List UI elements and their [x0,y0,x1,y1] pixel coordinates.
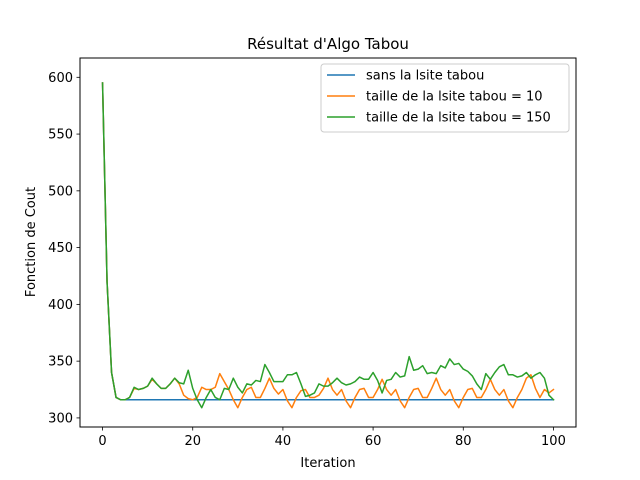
y-tick-label: 550 [48,128,73,143]
y-axis-label: Fonction de Cout [24,187,39,297]
x-tick-label: 0 [98,434,106,449]
y-axis: 300 350 400 450 500 550 600 [48,71,80,426]
y-tick-label: 300 [48,411,73,426]
plot-area-frame [79,57,577,428]
x-tick-label: 100 [541,434,566,449]
series-line-3 [101,82,555,409]
legend-label-2: taille de la lsite tabou = 10 [366,90,543,105]
legend-label-1: sans la lsite tabou [366,69,484,84]
chart-title: Résultat d'Algo Tabou [247,35,409,53]
y-tick-label: 450 [48,241,73,256]
y-tick-label: 350 [48,355,73,370]
x-tick-label: 40 [275,434,292,449]
series-layer [101,82,555,409]
y-tick-label: 600 [48,71,73,86]
y-tick-label: 500 [48,184,73,199]
y-tick-label: 400 [48,298,73,313]
legend-frame [320,63,570,133]
x-tick-label: 60 [365,434,382,449]
x-tick-label: 80 [455,434,472,449]
x-axis: 0 20 40 60 80 100 [98,427,566,449]
series-line-1 [101,82,555,401]
x-tick-label: 20 [184,434,201,449]
legend: sans la lsite tabou taille de la lsite ta… [320,63,570,133]
legend-label-3: taille de la lsite tabou = 150 [366,111,551,126]
x-axis-label: Iteration [300,456,355,471]
